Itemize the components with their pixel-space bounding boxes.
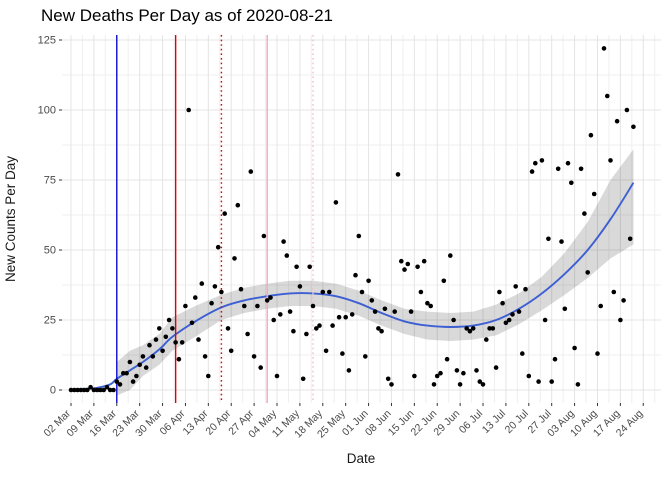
x-axis-title: Date <box>347 451 376 466</box>
y-tick-label: 25 <box>44 315 56 327</box>
y-tick-label: 75 <box>44 175 56 187</box>
x-tick-label: 13 Jul <box>480 408 508 436</box>
y-axis-title: New Counts Per Day <box>3 156 18 282</box>
gridlines <box>62 35 661 403</box>
y-tick-label: 100 <box>38 105 56 117</box>
chart-title: New Deaths Per Day as of 2020-08-21 <box>41 6 333 25</box>
y-tick-label: 50 <box>44 245 56 257</box>
x-tick-label: 06 Jul <box>457 408 485 436</box>
x-tick-label: 30 Mar <box>133 407 165 439</box>
event-vlines <box>116 35 314 403</box>
x-tick-label: 29 Jun <box>431 408 462 439</box>
y-tick-label: 0 <box>50 385 56 397</box>
y-tick-label: 125 <box>38 35 56 47</box>
scatter-points <box>68 46 636 393</box>
x-tick-label: 20 Jul <box>503 408 531 436</box>
y-axis: 0 25 50 75 100 125 New Counts Per Day <box>3 35 62 397</box>
